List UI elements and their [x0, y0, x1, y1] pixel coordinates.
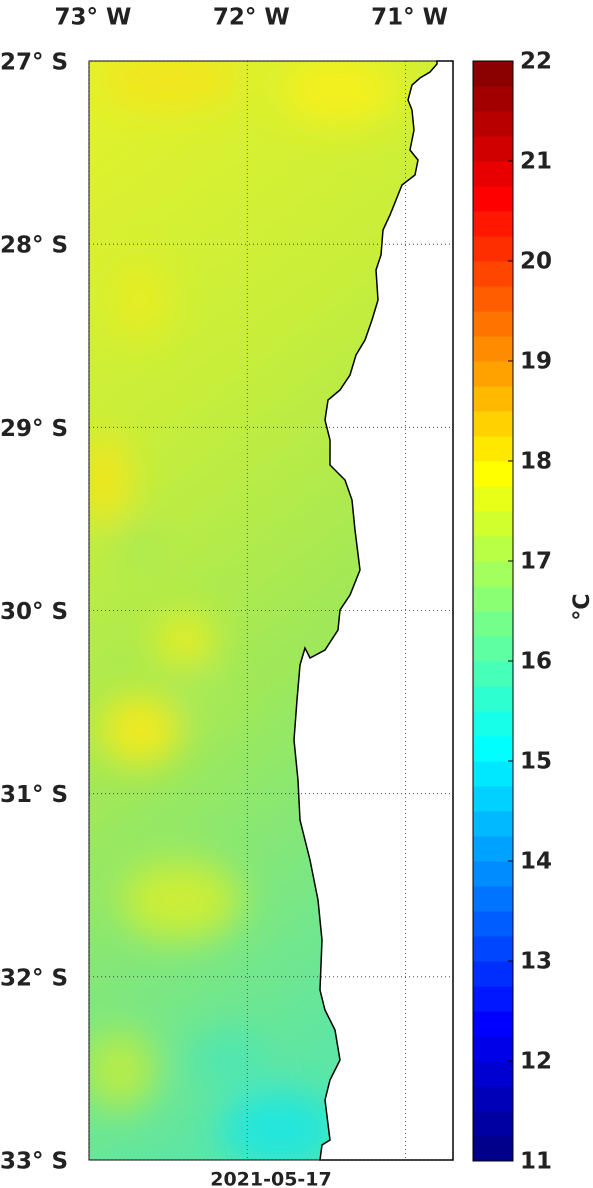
colorbar-tick-label: 19 [520, 349, 552, 375]
colorbar-tick-label: 11 [520, 1149, 552, 1175]
colorbar-step [473, 686, 513, 712]
colorbar-step [473, 486, 513, 512]
lat-tick-label: 32° S [0, 965, 68, 991]
colorbar-step [473, 536, 513, 562]
colorbar-step [473, 611, 513, 637]
colorbar-step [473, 61, 513, 87]
lat-tick-label: 30° S [0, 599, 68, 625]
colorbar-tick-label: 16 [520, 649, 552, 675]
colorbar-step [473, 186, 513, 212]
colorbar-step [473, 1111, 513, 1137]
colorbar-step [473, 886, 513, 912]
lat-tick-label: 28° S [0, 233, 68, 259]
colorbar-step [473, 161, 513, 187]
colorbar-step [473, 336, 513, 362]
lon-tick-label: 73° W [55, 5, 132, 31]
colorbar-step [473, 761, 513, 787]
colorbar-step [473, 311, 513, 337]
colorbar-step [473, 1086, 513, 1112]
colorbar-label: °C [570, 593, 593, 620]
lat-tick-label: 33° S [0, 1149, 68, 1175]
lat-tick-label: 29° S [0, 416, 68, 442]
colorbar-step [473, 961, 513, 987]
colorbar-step [473, 936, 513, 962]
date-label: 2021-05-17 [210, 1169, 332, 1188]
colorbar-step [473, 211, 513, 237]
colorbar-step [473, 511, 513, 537]
colorbar-tick-label: 13 [520, 949, 552, 975]
colorbar-frame [472, 60, 514, 1162]
colorbar-tick-label: 12 [520, 1049, 552, 1075]
colorbar-tick-label: 21 [520, 149, 552, 175]
colorbar-step [473, 586, 513, 612]
lat-tick-label: 27° S [0, 50, 68, 76]
colorbar-tick-label: 20 [520, 249, 552, 275]
lon-tick-label: 71° W [371, 5, 448, 31]
colorbar-tick-label: 15 [520, 749, 552, 775]
colorbar-step [473, 361, 513, 387]
colorbar-step [473, 636, 513, 662]
lat-tick-label: 31° S [0, 782, 68, 808]
colorbar-step [473, 261, 513, 287]
colorbar-tick-label: 18 [520, 449, 552, 475]
lon-tick-label: 72° W [213, 5, 290, 31]
colorbar-step [473, 836, 513, 862]
colorbar-step [473, 1011, 513, 1037]
colorbar-tick-label: 14 [520, 849, 552, 875]
colorbar-tick-label: 22 [520, 49, 552, 75]
colorbar-step [473, 811, 513, 837]
colorbar-step [473, 461, 513, 487]
colorbar-step [473, 1036, 513, 1062]
colorbar-step [473, 786, 513, 812]
colorbar-step [473, 986, 513, 1012]
colorbar-step [473, 436, 513, 462]
colorbar-step [473, 111, 513, 137]
colorbar-step [473, 1136, 513, 1162]
colorbar-step [473, 286, 513, 312]
colorbar-step [473, 861, 513, 887]
colorbar-step [473, 236, 513, 262]
colorbar-step [473, 386, 513, 412]
colorbar-tick-label: 17 [520, 549, 552, 575]
colorbar-step [473, 711, 513, 737]
colorbar-step [473, 86, 513, 112]
colorbar-step [473, 736, 513, 762]
colorbar-step [473, 661, 513, 687]
colorbar-step [473, 561, 513, 587]
colorbar-step [473, 136, 513, 162]
colorbar-step [473, 1061, 513, 1087]
colorbar-step [473, 411, 513, 437]
colorbar-step [473, 911, 513, 937]
